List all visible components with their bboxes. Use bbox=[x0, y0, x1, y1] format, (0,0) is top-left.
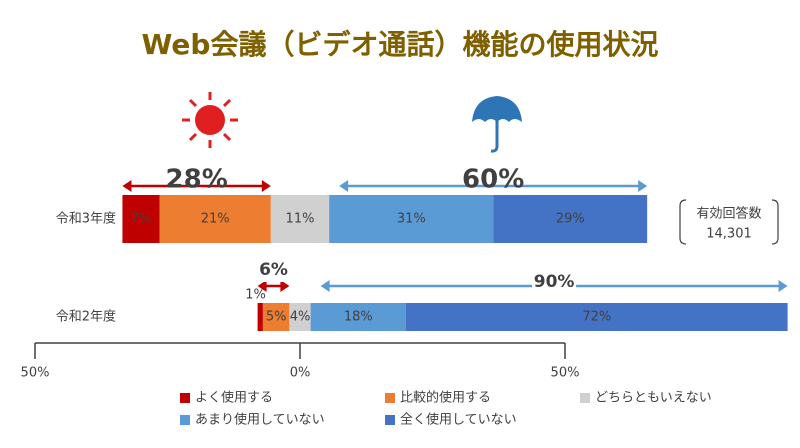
bar-segment bbox=[289, 303, 311, 331]
legend-swatch bbox=[180, 393, 190, 403]
legend-swatch bbox=[580, 393, 590, 403]
bar-segment bbox=[122, 195, 160, 243]
value-label: 5% bbox=[266, 310, 287, 325]
bar-segment bbox=[270, 195, 330, 243]
annotation: 90% bbox=[534, 272, 575, 292]
arrow-head bbox=[257, 280, 290, 292]
bar-segment bbox=[493, 195, 648, 243]
note-label: 有効回答数 bbox=[696, 206, 761, 222]
value-label: 21% bbox=[201, 212, 230, 227]
sun-icon bbox=[182, 92, 238, 148]
note-value: 14,301 bbox=[706, 227, 752, 242]
legend-swatch bbox=[180, 415, 190, 425]
bar-segment bbox=[310, 303, 406, 331]
bar-segment bbox=[262, 303, 290, 331]
value-label: 11% bbox=[286, 212, 315, 227]
legend-label: どちらともいえない bbox=[595, 391, 712, 406]
value-label: 72% bbox=[582, 310, 611, 325]
annotation: 6% bbox=[259, 260, 288, 280]
annotation: 60% bbox=[462, 165, 524, 195]
annotation: 28% bbox=[166, 165, 228, 195]
legend-label: 比較的使用する bbox=[400, 390, 491, 406]
bar-segment bbox=[329, 195, 494, 243]
legend-label: あまり使用していない bbox=[195, 412, 325, 428]
annotation-bg bbox=[532, 272, 577, 294]
legend-label: よく使用する bbox=[195, 390, 273, 406]
bar-segment bbox=[257, 303, 263, 331]
bar-segment bbox=[159, 195, 271, 243]
value-label: 7% bbox=[131, 212, 152, 227]
legend-swatch bbox=[385, 415, 395, 425]
x-tick-label: 50% bbox=[551, 366, 580, 381]
x-tick-label: 0% bbox=[290, 366, 311, 381]
x-tick-label: 50% bbox=[21, 366, 50, 381]
bar-segment bbox=[406, 303, 788, 331]
chart-title: Web会議（ビデオ通話）機能の使用状況 bbox=[142, 28, 659, 61]
annotation-bg bbox=[251, 260, 296, 282]
note-box bbox=[679, 199, 779, 245]
value-label: 29% bbox=[556, 212, 585, 227]
value-label: 1% bbox=[245, 288, 266, 303]
legend-swatch bbox=[385, 393, 395, 403]
legend-label: 全く使用していない bbox=[400, 412, 517, 428]
value-label: 31% bbox=[397, 212, 426, 227]
category-label: 令和3年度 bbox=[56, 211, 116, 227]
value-label: 4% bbox=[290, 310, 311, 325]
category-label: 令和2年度 bbox=[56, 309, 116, 325]
umbrella-icon bbox=[472, 96, 522, 153]
value-label: 18% bbox=[344, 310, 373, 325]
